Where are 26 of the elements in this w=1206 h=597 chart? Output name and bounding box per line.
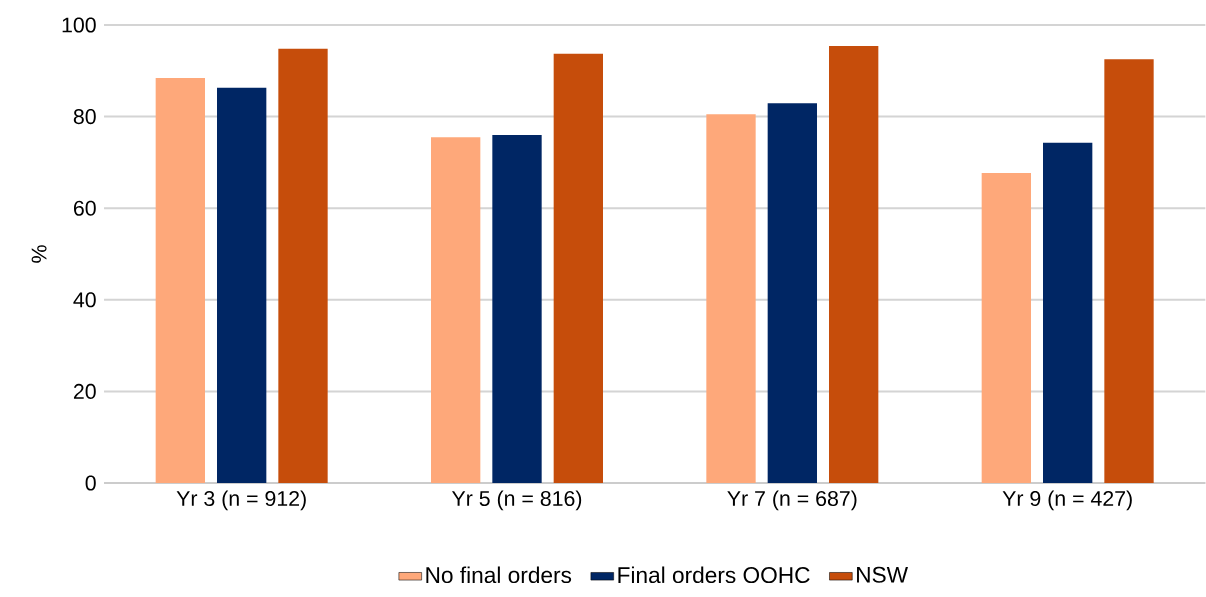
y-tick-label: 100 bbox=[62, 17, 96, 33]
bar bbox=[431, 137, 481, 483]
x-tick-label: Yr 3 (n = 912) bbox=[176, 490, 306, 511]
bar bbox=[553, 53, 603, 483]
y-axis-title: % bbox=[31, 245, 47, 263]
bar bbox=[155, 78, 205, 483]
bar bbox=[1043, 142, 1093, 483]
x-tick-label: Yr 5 (n = 816) bbox=[451, 490, 582, 511]
bar bbox=[1104, 59, 1154, 483]
y-tick-label: 20 bbox=[73, 383, 96, 399]
legend-label: Final orders OOHC bbox=[618, 566, 810, 584]
y-tick-label: 80 bbox=[73, 109, 96, 125]
y-tick-label: 0 bbox=[85, 475, 96, 491]
bar bbox=[829, 46, 879, 483]
bar bbox=[706, 114, 756, 483]
bar bbox=[278, 48, 328, 483]
y-tick-label: 60 bbox=[73, 200, 96, 216]
bar bbox=[492, 134, 542, 483]
legend-label: No final orders bbox=[426, 566, 572, 584]
x-tick-label: Yr 7 (n = 687) bbox=[727, 490, 857, 511]
bar bbox=[217, 87, 267, 483]
legend-label: NSW bbox=[857, 566, 908, 583]
bar bbox=[767, 103, 817, 483]
y-tick-label: 40 bbox=[73, 292, 96, 308]
x-tick-label: Yr 9 (n = 427) bbox=[1002, 490, 1132, 511]
bar bbox=[981, 172, 1032, 483]
